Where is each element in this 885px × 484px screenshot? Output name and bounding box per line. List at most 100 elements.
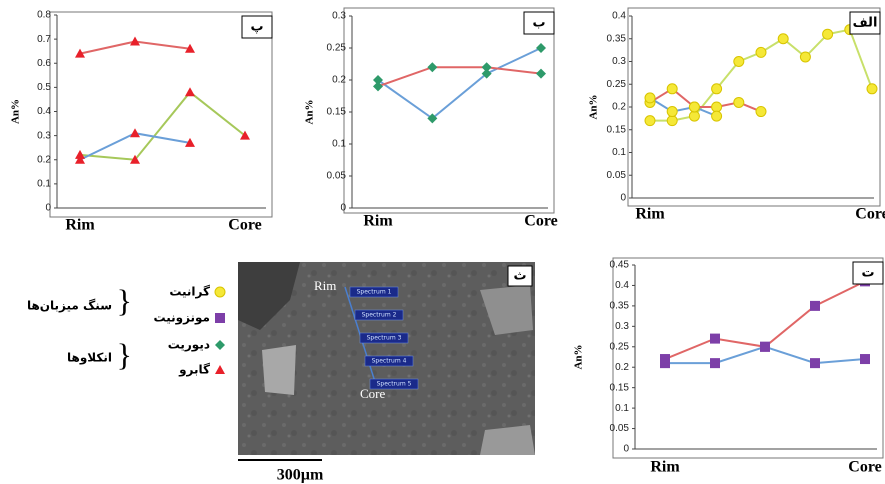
marker — [810, 358, 820, 369]
panel-title: ث — [513, 269, 526, 284]
marker — [810, 300, 820, 311]
marker — [215, 365, 225, 374]
y-tick-label: 0.25 — [607, 79, 627, 90]
marker — [215, 313, 225, 323]
y-tick-label: 0.3 — [612, 56, 626, 67]
x-tick-label: Core — [855, 206, 885, 223]
y-tick-label: 0.1 — [615, 403, 629, 414]
y-tick-label: 0.5 — [37, 82, 51, 93]
spectrum-box — [359, 332, 409, 344]
panel-title: ب — [532, 16, 545, 31]
marker — [711, 110, 723, 122]
scale-label: 300µm — [277, 467, 324, 484]
x-tick-label: Rim — [363, 213, 393, 230]
y-tick-label: 0.7 — [37, 34, 51, 45]
micrograph-grain — [262, 345, 296, 395]
y-tick-label: 0.2 — [332, 75, 346, 86]
y-tick-label: 0.8 — [37, 10, 51, 21]
core-label: Core — [360, 386, 386, 401]
x-tick-label: Core — [848, 459, 881, 476]
series-line — [377, 47, 542, 120]
marker — [427, 62, 438, 73]
marker — [710, 333, 720, 344]
marker — [644, 115, 656, 127]
y-tick-label: 0 — [620, 193, 626, 204]
spectrum-box — [354, 309, 404, 321]
y-tick-label: 0.4 — [615, 280, 629, 291]
micrograph-grain — [480, 425, 535, 455]
marker — [760, 341, 770, 352]
series-line — [79, 90, 246, 161]
marker — [755, 106, 767, 118]
plot-frame — [627, 7, 881, 207]
marker — [185, 43, 195, 53]
legend-label: مونزونیت — [154, 311, 211, 326]
brace: } — [117, 336, 132, 372]
y-tick-label: 0.25 — [327, 43, 347, 54]
series-line — [377, 66, 542, 88]
panel-title-box — [507, 265, 533, 287]
legend-group: سنگ میزبان‌ها — [27, 299, 112, 313]
y-axis-label: An% — [10, 99, 22, 124]
y-tick-label: 0.3 — [615, 321, 629, 332]
y-tick-label: 0.35 — [610, 301, 630, 312]
y-tick-label: 0.1 — [332, 139, 346, 150]
spectrum-label: Spectrum 5 — [377, 381, 412, 388]
plot-frame — [612, 257, 884, 459]
y-tick-label: 0.35 — [607, 33, 627, 44]
marker — [185, 137, 195, 147]
x-tick-label: Rim — [635, 206, 665, 223]
marker — [711, 83, 723, 95]
panel-title-box — [241, 15, 273, 39]
marker — [481, 68, 492, 79]
y-tick-label: 0.1 — [37, 179, 51, 190]
series-line — [649, 97, 717, 118]
y-tick-label: 0.15 — [607, 124, 627, 135]
marker — [799, 51, 811, 63]
marker — [215, 340, 225, 350]
marker — [660, 358, 670, 369]
marker — [75, 48, 85, 58]
y-tick-label: 0.15 — [327, 107, 347, 118]
marker — [75, 149, 85, 159]
spectrum-box — [369, 378, 419, 390]
y-tick-label: 0 — [340, 203, 346, 214]
marker — [427, 113, 438, 124]
y-tick-label: 0 — [623, 444, 629, 455]
panel-title: پ — [250, 20, 263, 35]
marker — [711, 101, 723, 113]
spectrum-label: Spectrum 2 — [362, 312, 397, 319]
y-tick-label: 0.2 — [615, 362, 629, 373]
y-axis-label: An% — [573, 344, 585, 369]
marker — [866, 83, 878, 95]
marker — [666, 115, 678, 127]
panel-title: ت — [861, 266, 874, 281]
marker — [710, 358, 720, 369]
legend-label: گابرو — [178, 363, 210, 378]
marker — [777, 33, 789, 45]
micrograph-dark — [238, 262, 300, 330]
plot-frame — [343, 7, 555, 214]
y-tick-label: 0.2 — [612, 102, 626, 113]
brace: } — [117, 282, 132, 318]
y-tick-label: 0.15 — [610, 382, 630, 393]
spectrum-label: Spectrum 3 — [367, 335, 402, 342]
marker — [860, 354, 870, 365]
marker — [536, 68, 546, 79]
y-tick-label: 0.3 — [37, 130, 51, 141]
y-tick-label: 0 — [45, 203, 51, 214]
y-tick-label: 0.4 — [612, 11, 626, 22]
spectrum-label: Spectrum 1 — [357, 289, 392, 296]
marker — [481, 62, 492, 73]
y-tick-label: 0.05 — [607, 170, 627, 181]
marker — [733, 96, 745, 108]
marker — [75, 154, 85, 164]
y-tick-label: 0.05 — [327, 171, 347, 182]
y-tick-label: 0.3 — [332, 11, 346, 22]
panel-title: الف — [853, 16, 878, 31]
marker — [822, 28, 834, 40]
plot-frame — [49, 11, 273, 218]
y-tick-label: 0.2 — [37, 154, 51, 165]
y-axis-label: An% — [304, 99, 316, 124]
